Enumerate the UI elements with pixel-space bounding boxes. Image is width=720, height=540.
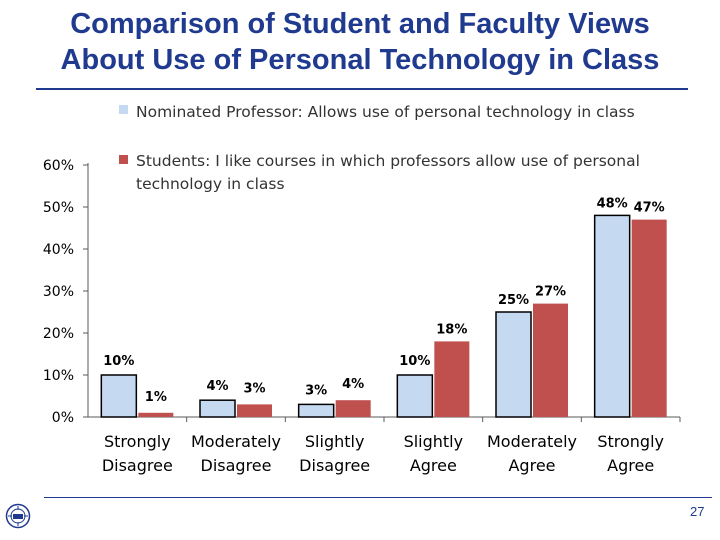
legend-swatch-student xyxy=(119,155,128,164)
footer-divider xyxy=(44,497,712,498)
bar-professor xyxy=(495,311,532,418)
bar-professor xyxy=(100,374,138,418)
slide-title-line-1: Comparison of Student and Faculty Views xyxy=(70,8,650,40)
x-tick-label: Strongly xyxy=(104,432,171,451)
data-label: 10% xyxy=(103,354,134,369)
data-label: 10% xyxy=(399,354,430,369)
x-tick-label: Strongly xyxy=(597,432,664,451)
data-label: 25% xyxy=(498,293,529,308)
y-tick-label: 10% xyxy=(43,368,74,384)
x-tick-label: Moderately xyxy=(191,432,281,451)
bar-professor xyxy=(593,214,631,418)
title-underline xyxy=(36,88,688,90)
x-tick-label: Slightly xyxy=(305,432,365,451)
y-tick-label: 40% xyxy=(43,242,74,258)
y-tick-label: 30% xyxy=(43,284,74,300)
data-label: 47% xyxy=(634,201,665,216)
y-tick-label: 50% xyxy=(43,200,74,216)
x-tick-label: Agree xyxy=(410,456,457,475)
bar-student xyxy=(138,412,174,417)
bar-student xyxy=(237,404,272,417)
x-tick-label: Agree xyxy=(508,456,555,475)
x-tick-label: Disagree xyxy=(102,456,173,475)
bar-chart: 0% 10% 20% 30% 40% 50% 60% Strongly Disagree 10% 1… xyxy=(43,103,681,475)
data-label: 27% xyxy=(535,285,566,300)
slide-title: Comparison of Student and Faculty Views … xyxy=(0,6,720,78)
page-number: 27 xyxy=(690,504,705,519)
x-tick-label: Slightly xyxy=(404,432,464,451)
data-label: 48% xyxy=(597,196,628,211)
data-label: 1% xyxy=(145,390,167,405)
data-label: 4% xyxy=(342,377,364,392)
data-label: 18% xyxy=(436,322,467,337)
bar-professor xyxy=(297,403,335,418)
legend-swatch-professor xyxy=(119,105,128,114)
x-tick-label: Disagree xyxy=(299,456,370,475)
bar-student xyxy=(434,341,470,417)
y-tick-label: 0% xyxy=(52,410,74,426)
data-label: 3% xyxy=(305,383,327,398)
x-tick-label: Agree xyxy=(607,456,654,475)
slide-title-line-2: About Use of Personal Technology in Clas… xyxy=(60,44,660,76)
bar-professor xyxy=(396,374,434,418)
bar-student xyxy=(533,303,568,417)
y-tick-label: 20% xyxy=(43,326,74,342)
data-label: 4% xyxy=(206,379,228,394)
bar-student xyxy=(335,400,371,417)
bar-student xyxy=(631,219,667,417)
x-tick-label: Disagree xyxy=(201,456,272,475)
legend-label-student-line-1: Students: I like courses in which profes… xyxy=(136,152,640,170)
bar-professor xyxy=(199,399,236,418)
legend-label-professor: Nominated Professor: Allows use of perso… xyxy=(136,103,635,121)
data-label: 3% xyxy=(243,381,265,396)
university-logo-icon xyxy=(5,503,31,529)
legend-label-student-line-2: technology in class xyxy=(136,175,285,193)
y-tick-label: 60% xyxy=(43,158,74,174)
x-tick-label: Moderately xyxy=(487,432,577,451)
